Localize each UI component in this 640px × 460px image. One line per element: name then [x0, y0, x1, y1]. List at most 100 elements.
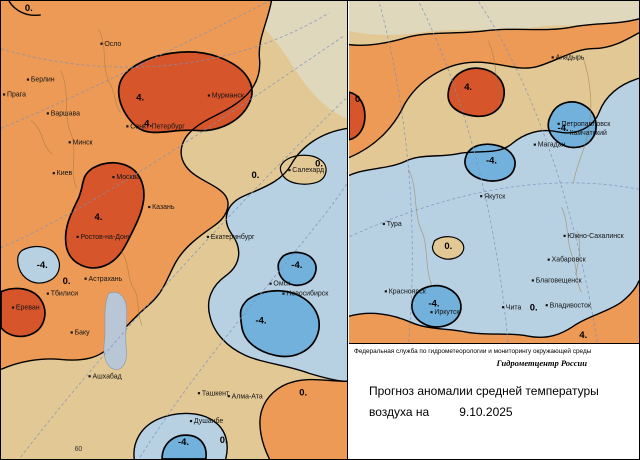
- city-label: Анадырь: [551, 54, 585, 61]
- city-marker-dot: [282, 292, 285, 295]
- city-name: Екатеринбург: [211, 233, 255, 241]
- city-marker-dot: [11, 306, 15, 309]
- city-marker-dot: [547, 258, 550, 261]
- city-label: Новосибирск: [282, 290, 329, 298]
- graticule-label: 60: [75, 446, 83, 453]
- city-name: Осло: [104, 41, 121, 48]
- city-label: Красноярск: [384, 288, 427, 295]
- city-marker-dot: [84, 277, 87, 280]
- city-name: Салехард: [292, 167, 324, 174]
- contour-value-label: -4.: [256, 316, 267, 327]
- city-name: Варшава: [51, 110, 80, 117]
- city-marker-dot: [26, 78, 30, 81]
- city-name: Чита: [506, 304, 522, 311]
- warm-anomaly-regions: [1, 1, 347, 459]
- city-marker-dot: [100, 42, 103, 45]
- city-name: Киев: [57, 170, 73, 177]
- city-label: Душанбе: [189, 417, 224, 425]
- city-label: Казань: [148, 204, 175, 211]
- city-name: Берлин: [31, 77, 55, 84]
- city-label: Санкт-Петербург: [126, 122, 185, 130]
- city-marker-dot: [384, 290, 387, 293]
- city-name: Благовещенск: [536, 278, 583, 285]
- forecast-title-line2: воздуха на 9.10.2025: [369, 405, 639, 419]
- contour-value-label: -4.: [178, 437, 189, 448]
- city-marker-dot: [126, 125, 129, 128]
- city-label: Ереван: [11, 305, 40, 312]
- city-marker-dot: [197, 392, 201, 395]
- city-name: Новосибирск: [286, 290, 329, 298]
- city-label: Мурманск: [207, 93, 245, 100]
- city-name: Южно-Сахалинск: [567, 233, 624, 240]
- city-marker-dot: [189, 419, 193, 423]
- city-marker-dot: [70, 331, 73, 334]
- city-name: Камчатский: [569, 129, 607, 137]
- contour-value-label: -4.: [486, 155, 497, 166]
- city-label: Екатеринбург: [206, 233, 255, 241]
- city-name: Казань: [152, 204, 175, 211]
- city-name: Тбилиси: [51, 290, 79, 298]
- city-name: Мурманск: [212, 93, 245, 100]
- contour-value-label: 0.: [530, 301, 538, 312]
- zero-contour-lines: [349, 18, 639, 338]
- contour-value-label: -4.: [291, 260, 302, 271]
- city-label: Ташкент: [197, 390, 230, 397]
- city-name: Душанбе: [194, 417, 224, 425]
- city-name: Красноярск: [389, 288, 427, 295]
- city-label: Минск: [68, 139, 94, 146]
- city-marker-dot: [76, 235, 79, 238]
- map-east-wrap: Анадырь Петропавловск Камчатский Магадан Яку…: [349, 1, 639, 344]
- cold-anomaly-regions: [349, 78, 639, 338]
- city-name: Санкт-Петербург: [130, 122, 185, 130]
- forecast-date: 9.10.2025: [459, 405, 513, 419]
- graticule-lines: [1, 1, 347, 458]
- city-label: Владивосток: [545, 302, 592, 309]
- city-name: Петропавловск: [562, 121, 612, 128]
- contour-value-label: -4.: [37, 260, 48, 271]
- city-label: Берлин: [26, 77, 55, 84]
- city-marker-dot: [531, 279, 534, 282]
- country-border-lines: [30, 28, 143, 326]
- city-label: Иркутск: [430, 309, 460, 316]
- city-label: Ростов-на-Дону: [76, 234, 132, 241]
- city-marker-dot: [227, 395, 230, 398]
- city-marker-dot: [288, 169, 291, 172]
- city-label: Осло: [100, 41, 121, 48]
- map-panel-west: Осло Берлин Прага Варшава Минск Киев Мурманск С…: [1, 1, 348, 459]
- coastline-border-lines: [408, 40, 592, 293]
- contour-value-label: 4.: [464, 81, 472, 92]
- contour-value-label: 0.: [25, 3, 33, 14]
- city-name: Владивосток: [550, 302, 592, 309]
- forecast-title-line2-text: воздуха на: [369, 405, 430, 419]
- city-name: Астрахань: [88, 276, 122, 283]
- city-name: Магадан: [538, 142, 566, 149]
- city-label: Тбилиси: [46, 290, 79, 298]
- city-label: Якутск: [480, 193, 506, 200]
- city-label: Магадан: [533, 142, 566, 149]
- city-label: Благовещенск: [531, 278, 583, 285]
- contour-value-label: -4.: [558, 122, 569, 133]
- neutral-pockets: [431, 236, 465, 260]
- city-marker-dot: [52, 172, 55, 175]
- graticule-lines: [349, 1, 639, 343]
- agency-name-line: Федеральная служба по гидрометеорологии …: [354, 348, 592, 355]
- city-label: Алма-Ата: [227, 393, 263, 400]
- city-name: Баку: [75, 330, 91, 337]
- city-label: Тура: [382, 221, 402, 228]
- city-name: Якутск: [484, 193, 506, 200]
- city-name: Анадырь: [556, 54, 585, 61]
- city-marker-dot: [112, 176, 115, 179]
- city-label: Чита: [501, 304, 522, 311]
- contour-value-label: -4.: [428, 297, 439, 308]
- city-marker-dot: [533, 143, 536, 146]
- contour-value-label: 0.: [315, 158, 323, 169]
- city-marker-dot: [68, 141, 71, 144]
- city-label: Южно-Сахалинск: [563, 233, 625, 240]
- city-name: Ашхабад: [92, 372, 121, 380]
- city-marker-dot: [382, 222, 385, 226]
- city-name: Хабаровск: [552, 256, 587, 264]
- city-marker-dot: [88, 375, 91, 378]
- map-footer: Федеральная служба по гидрометеорологии …: [349, 348, 639, 460]
- city-label: Петропавловск: [557, 121, 612, 128]
